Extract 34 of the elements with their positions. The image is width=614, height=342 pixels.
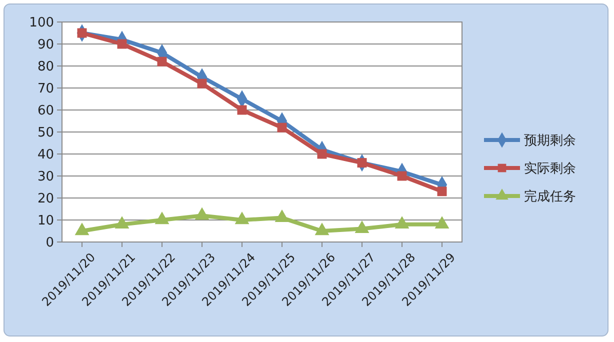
- point: [194, 207, 210, 220]
- point: [357, 158, 367, 168]
- legend-label: 预期剩余: [524, 134, 576, 149]
- point: [197, 78, 207, 88]
- point: [157, 56, 167, 66]
- point: [397, 171, 407, 181]
- point: [237, 105, 247, 115]
- y-tick-label: 0: [46, 236, 54, 251]
- y-tick-label: 10: [37, 214, 54, 229]
- point: [394, 216, 410, 229]
- point: [354, 220, 370, 233]
- legend-label: 完成任务: [524, 188, 576, 205]
- point: [154, 212, 170, 224]
- point: [77, 28, 87, 38]
- y-tick-label: 100: [29, 16, 54, 31]
- y-tick-label: 70: [37, 82, 54, 97]
- point: [117, 39, 127, 49]
- point: [274, 209, 290, 222]
- y-tick-label: 40: [37, 148, 54, 163]
- point: [314, 222, 330, 236]
- y-tick-label: 50: [37, 126, 54, 141]
- point: [234, 212, 250, 224]
- point: [437, 186, 447, 196]
- point: [74, 222, 90, 236]
- y-tick-label: 60: [37, 104, 54, 119]
- point: [434, 216, 450, 229]
- point: [317, 149, 327, 159]
- point: [114, 216, 130, 229]
- y-tick-label: 30: [37, 170, 54, 185]
- point: [277, 122, 287, 132]
- legend-label: 实际剩余: [524, 162, 576, 177]
- y-tick-label: 80: [37, 60, 54, 75]
- y-tick-label: 90: [37, 38, 54, 53]
- y-tick-label: 20: [37, 192, 54, 207]
